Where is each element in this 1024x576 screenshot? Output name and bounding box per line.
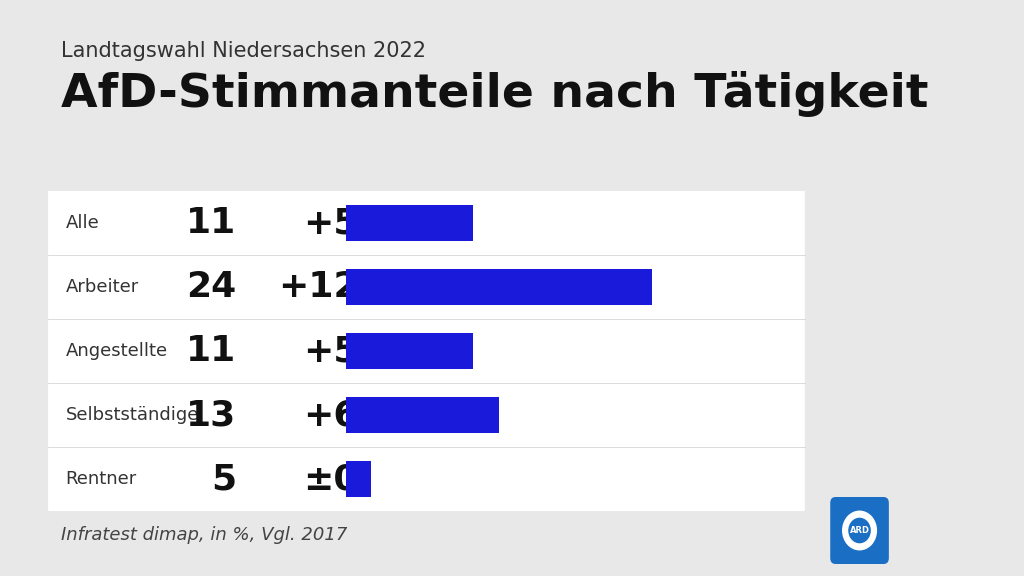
Circle shape bbox=[843, 511, 877, 550]
Text: ±0: ±0 bbox=[303, 462, 358, 496]
FancyBboxPatch shape bbox=[345, 461, 371, 497]
Circle shape bbox=[849, 518, 870, 543]
Text: 11: 11 bbox=[186, 206, 237, 240]
Text: Arbeiter: Arbeiter bbox=[66, 278, 139, 296]
FancyBboxPatch shape bbox=[345, 206, 473, 241]
Text: 13: 13 bbox=[186, 398, 237, 432]
Text: Rentner: Rentner bbox=[66, 470, 137, 488]
Text: Alle: Alle bbox=[66, 214, 99, 232]
Text: 11: 11 bbox=[186, 334, 237, 368]
Text: Angestellte: Angestellte bbox=[66, 342, 168, 360]
FancyBboxPatch shape bbox=[48, 191, 805, 511]
Text: +6: +6 bbox=[303, 398, 358, 432]
FancyBboxPatch shape bbox=[830, 497, 889, 564]
Text: Selbstständige: Selbstständige bbox=[66, 406, 199, 424]
FancyBboxPatch shape bbox=[345, 334, 473, 369]
Text: 5: 5 bbox=[211, 462, 237, 496]
FancyBboxPatch shape bbox=[345, 397, 499, 433]
Text: +5: +5 bbox=[303, 206, 358, 240]
Text: Landtagswahl Niedersachsen 2022: Landtagswahl Niedersachsen 2022 bbox=[61, 41, 426, 61]
Text: +12: +12 bbox=[279, 270, 358, 304]
Text: Infratest dimap, in %, Vgl. 2017: Infratest dimap, in %, Vgl. 2017 bbox=[61, 526, 347, 544]
Text: 24: 24 bbox=[186, 270, 237, 304]
Text: AfD-Stimmanteile nach Tätigkeit: AfD-Stimmanteile nach Tätigkeit bbox=[61, 71, 929, 117]
FancyBboxPatch shape bbox=[345, 270, 651, 305]
Text: ARD: ARD bbox=[850, 526, 869, 535]
Text: +5: +5 bbox=[303, 334, 358, 368]
